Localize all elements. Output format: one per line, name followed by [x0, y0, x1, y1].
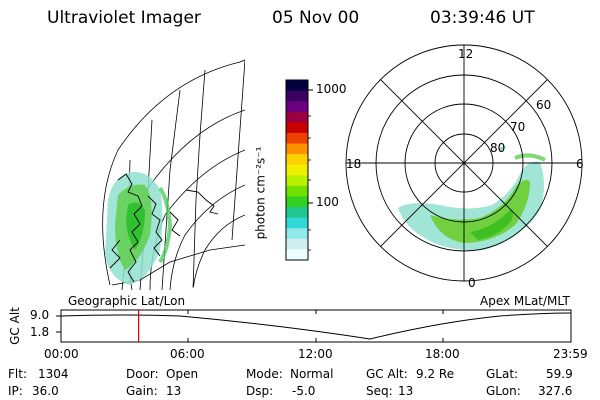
- colorbar-cell: [286, 175, 308, 187]
- altitude-ylabel: GC Alt: [7, 307, 22, 345]
- colorbar-tick-1000: 1000: [316, 82, 347, 96]
- polar-plot: [345, 44, 583, 282]
- ip-label: IP:: [8, 384, 23, 398]
- colorbar-unit-label: photon cm⁻²s⁻¹: [253, 146, 268, 240]
- glon-label: GLon:: [486, 384, 521, 398]
- seq-label: Seq:: [366, 384, 393, 398]
- coastline: [109, 173, 219, 283]
- globe-limb: [102, 59, 246, 286]
- mlt-line-diag-2: [380, 79, 548, 247]
- altitude-curve: [60, 312, 572, 340]
- ip-value: 36.0: [32, 384, 59, 398]
- colorbar-cell: [286, 164, 308, 176]
- flt-value: 1304: [38, 367, 69, 381]
- flt-label: Flt:: [8, 367, 27, 381]
- geographic-panel-label: Geographic Lat/Lon: [68, 294, 186, 308]
- altitude-ytick-9: 9.0: [30, 308, 50, 322]
- altitude-ytick-1-8: 1.8: [30, 325, 50, 339]
- colorbar-cell: [286, 196, 308, 208]
- gain-label: Gain:: [126, 384, 158, 398]
- mlat-label-60: 60: [536, 98, 552, 112]
- dsp-label: Dsp:: [246, 384, 274, 398]
- altitude-xtick-0600: 06:00: [170, 347, 205, 361]
- gcalt-label: GC Alt:: [366, 367, 408, 381]
- dsp-value: -5.0: [292, 384, 316, 398]
- altitude-xtick-1800: 18:00: [425, 347, 460, 361]
- mlat-label-70: 70: [510, 120, 526, 134]
- altitude-xtick-0000: 00:00: [44, 347, 79, 361]
- mlt-label-18: 18: [346, 157, 362, 171]
- door-label: Door:: [126, 367, 159, 381]
- gain-value: 13: [166, 384, 182, 398]
- colorbar: [285, 79, 313, 261]
- door-value: Open: [166, 367, 199, 381]
- altitude-plot: [56, 309, 572, 343]
- time-label: 03:39:46 UT: [430, 8, 535, 28]
- seq-value: 13: [398, 384, 414, 398]
- geographic-aurora: [105, 171, 173, 285]
- mode-label: Mode:: [246, 367, 283, 381]
- mlt-label-0: 0: [468, 276, 476, 290]
- colorbar-cell: [286, 185, 308, 197]
- glat-value: 59.9: [546, 367, 573, 381]
- colorbar-cell: [286, 122, 308, 134]
- apex-panel-label: Apex MLat/MLT: [480, 294, 570, 308]
- colorbar-tick-100: 100: [316, 195, 339, 209]
- glat-label: GLat:: [486, 367, 519, 381]
- colorbar-cell: [286, 217, 308, 229]
- mlt-label-12: 12: [458, 47, 474, 61]
- gcalt-value: 9.2 Re: [416, 367, 455, 381]
- colorbar-cell: [286, 80, 308, 92]
- colorbar-cell: [286, 238, 308, 250]
- mode-value: Normal: [290, 367, 334, 381]
- instrument-title: Ultraviolet Imager: [47, 8, 201, 28]
- glon-value: 327.6: [538, 384, 573, 398]
- mlat-label-80: 80: [490, 141, 506, 155]
- colorbar-cell: [286, 101, 308, 113]
- polar-aurora: [398, 144, 546, 251]
- colorbar-cell: [286, 90, 308, 102]
- colorbar-cell: [286, 228, 308, 240]
- colorbar-cell: [286, 111, 308, 123]
- colorbar-cell: [286, 154, 308, 166]
- mlt-label-6: 6: [576, 157, 584, 171]
- colorbar-cell: [286, 132, 308, 145]
- altitude-xtick-2359: 23:59: [553, 347, 588, 361]
- colorbar-cell: [286, 207, 308, 219]
- date-label: 05 Nov 00: [272, 8, 360, 28]
- colorbar-cell: [286, 249, 308, 261]
- colorbar-cell: [286, 143, 308, 155]
- altitude-xtick-1200: 12:00: [298, 347, 333, 361]
